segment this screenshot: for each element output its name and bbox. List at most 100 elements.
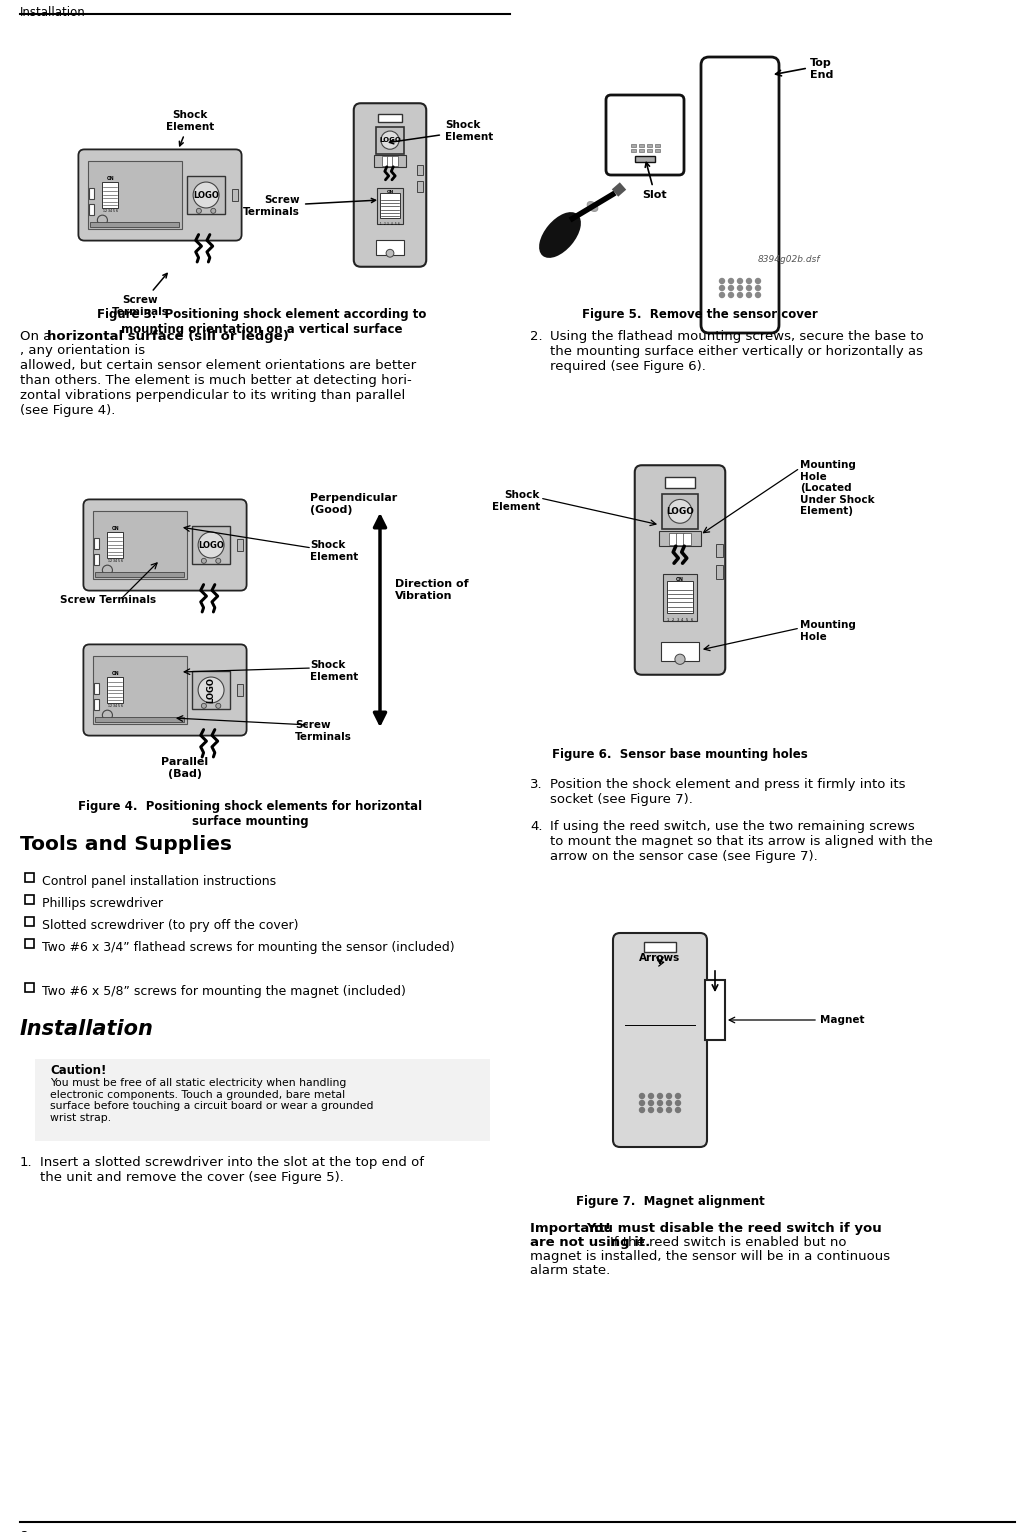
Bar: [88, 161, 181, 228]
Text: Phillips screwdriver: Phillips screwdriver: [42, 898, 162, 910]
Bar: [647, 144, 652, 147]
Text: Screw
Terminals: Screw Terminals: [112, 273, 169, 317]
Bar: [669, 533, 678, 544]
Bar: [417, 181, 422, 192]
Circle shape: [640, 1100, 645, 1106]
Text: If the reed switch is enabled but no: If the reed switch is enabled but no: [610, 1236, 847, 1249]
Circle shape: [738, 279, 742, 283]
Text: Two #6 x 5/8” screws for mounting the magnet (included): Two #6 x 5/8” screws for mounting the ma…: [42, 985, 406, 997]
Text: Installation: Installation: [20, 6, 86, 18]
FancyBboxPatch shape: [613, 933, 707, 1147]
Bar: [631, 149, 635, 152]
Text: , any orientation is
allowed, but certain sensor element orientations are better: , any orientation is allowed, but certai…: [20, 345, 416, 417]
FancyBboxPatch shape: [84, 499, 246, 591]
Text: 3: 3: [387, 222, 389, 227]
Text: ON: ON: [107, 176, 114, 181]
Bar: [715, 565, 722, 579]
Bar: [387, 156, 393, 165]
Bar: [655, 144, 660, 147]
FancyBboxPatch shape: [354, 103, 426, 267]
Bar: [655, 149, 660, 152]
FancyBboxPatch shape: [79, 150, 241, 241]
Bar: [664, 478, 696, 487]
Text: 8394g02b.dsf: 8394g02b.dsf: [758, 256, 820, 265]
Ellipse shape: [587, 202, 598, 211]
Text: Important!: Important!: [530, 1223, 616, 1235]
FancyBboxPatch shape: [607, 95, 684, 175]
Text: 4: 4: [115, 705, 117, 708]
Bar: [95, 573, 184, 576]
Circle shape: [649, 1100, 653, 1106]
Text: Figure 7.  Magnet alignment: Figure 7. Magnet alignment: [575, 1195, 765, 1209]
Text: ON: ON: [386, 190, 393, 195]
Text: Figure 4.  Positioning shock elements for horizontal
surface mounting: Figure 4. Positioning shock elements for…: [78, 800, 422, 827]
Circle shape: [381, 132, 400, 149]
Ellipse shape: [540, 213, 580, 257]
Circle shape: [97, 214, 108, 225]
Text: Figure 6.  Sensor base mounting holes: Figure 6. Sensor base mounting holes: [552, 748, 808, 761]
Text: 2: 2: [672, 619, 674, 622]
Bar: [380, 193, 400, 218]
Circle shape: [675, 654, 685, 665]
Bar: [25, 918, 34, 925]
Text: 2: 2: [110, 705, 112, 708]
Bar: [25, 873, 34, 882]
Text: Shock
Element: Shock Element: [310, 539, 358, 562]
Text: 1.: 1.: [20, 1157, 33, 1169]
Text: 3: 3: [113, 705, 115, 708]
Text: Mounting
Hole: Mounting Hole: [800, 620, 856, 642]
Text: Top
End: Top End: [810, 58, 833, 80]
Text: 4: 4: [115, 559, 117, 564]
Text: LOGO: LOGO: [194, 190, 219, 199]
Text: 3: 3: [676, 619, 679, 622]
Circle shape: [667, 1108, 672, 1112]
Text: You must disable the reed switch if you: You must disable the reed switch if you: [586, 1223, 882, 1235]
Circle shape: [667, 1094, 672, 1098]
Bar: [631, 144, 635, 147]
Text: 6: 6: [120, 705, 122, 708]
FancyBboxPatch shape: [634, 466, 726, 674]
Text: Slotted screwdriver (to pry off the cover): Slotted screwdriver (to pry off the cove…: [42, 919, 298, 931]
Bar: [377, 188, 403, 224]
Text: 3: 3: [108, 210, 110, 213]
Text: Position the shock element and press it firmly into its
socket (see Figure 7).: Position the shock element and press it …: [550, 778, 906, 806]
Bar: [93, 656, 186, 723]
Text: Two #6 x 3/4” flathead screws for mounting the sensor (included): Two #6 x 3/4” flathead screws for mounti…: [42, 941, 454, 954]
Bar: [661, 642, 699, 660]
Circle shape: [202, 558, 206, 564]
Bar: [89, 204, 94, 214]
Text: 5: 5: [394, 222, 396, 227]
Text: ON: ON: [676, 578, 684, 582]
Circle shape: [194, 182, 219, 208]
Text: 4: 4: [110, 210, 113, 213]
Text: 5: 5: [118, 559, 120, 564]
Bar: [376, 241, 405, 254]
Text: 4.: 4.: [530, 820, 542, 833]
Bar: [25, 939, 34, 948]
Text: Control panel installation instructions: Control panel installation instructions: [42, 875, 276, 889]
Text: 6: 6: [120, 559, 122, 564]
Bar: [392, 156, 398, 165]
Text: Shock
Element: Shock Element: [310, 660, 358, 682]
Circle shape: [729, 293, 734, 297]
Bar: [25, 895, 34, 904]
Bar: [93, 512, 186, 579]
Bar: [374, 155, 407, 167]
Text: 2: 2: [384, 222, 385, 227]
Bar: [94, 553, 99, 565]
Text: Using the flathead mounting screws, secure the base to
the mounting surface eith: Using the flathead mounting screws, secu…: [550, 329, 924, 372]
Bar: [639, 144, 644, 147]
Circle shape: [657, 1094, 662, 1098]
Circle shape: [738, 285, 742, 291]
Text: Figure 5.  Remove the sensor cover: Figure 5. Remove the sensor cover: [582, 308, 818, 322]
FancyBboxPatch shape: [35, 1059, 490, 1141]
Circle shape: [657, 1108, 662, 1112]
Text: 6: 6: [115, 210, 118, 213]
Circle shape: [215, 558, 220, 564]
Text: 2: 2: [105, 210, 108, 213]
Text: LOGO: LOGO: [207, 677, 215, 703]
Text: 4: 4: [391, 222, 392, 227]
Text: Screw
Terminals: Screw Terminals: [243, 195, 376, 216]
Bar: [647, 149, 652, 152]
Bar: [237, 685, 243, 696]
